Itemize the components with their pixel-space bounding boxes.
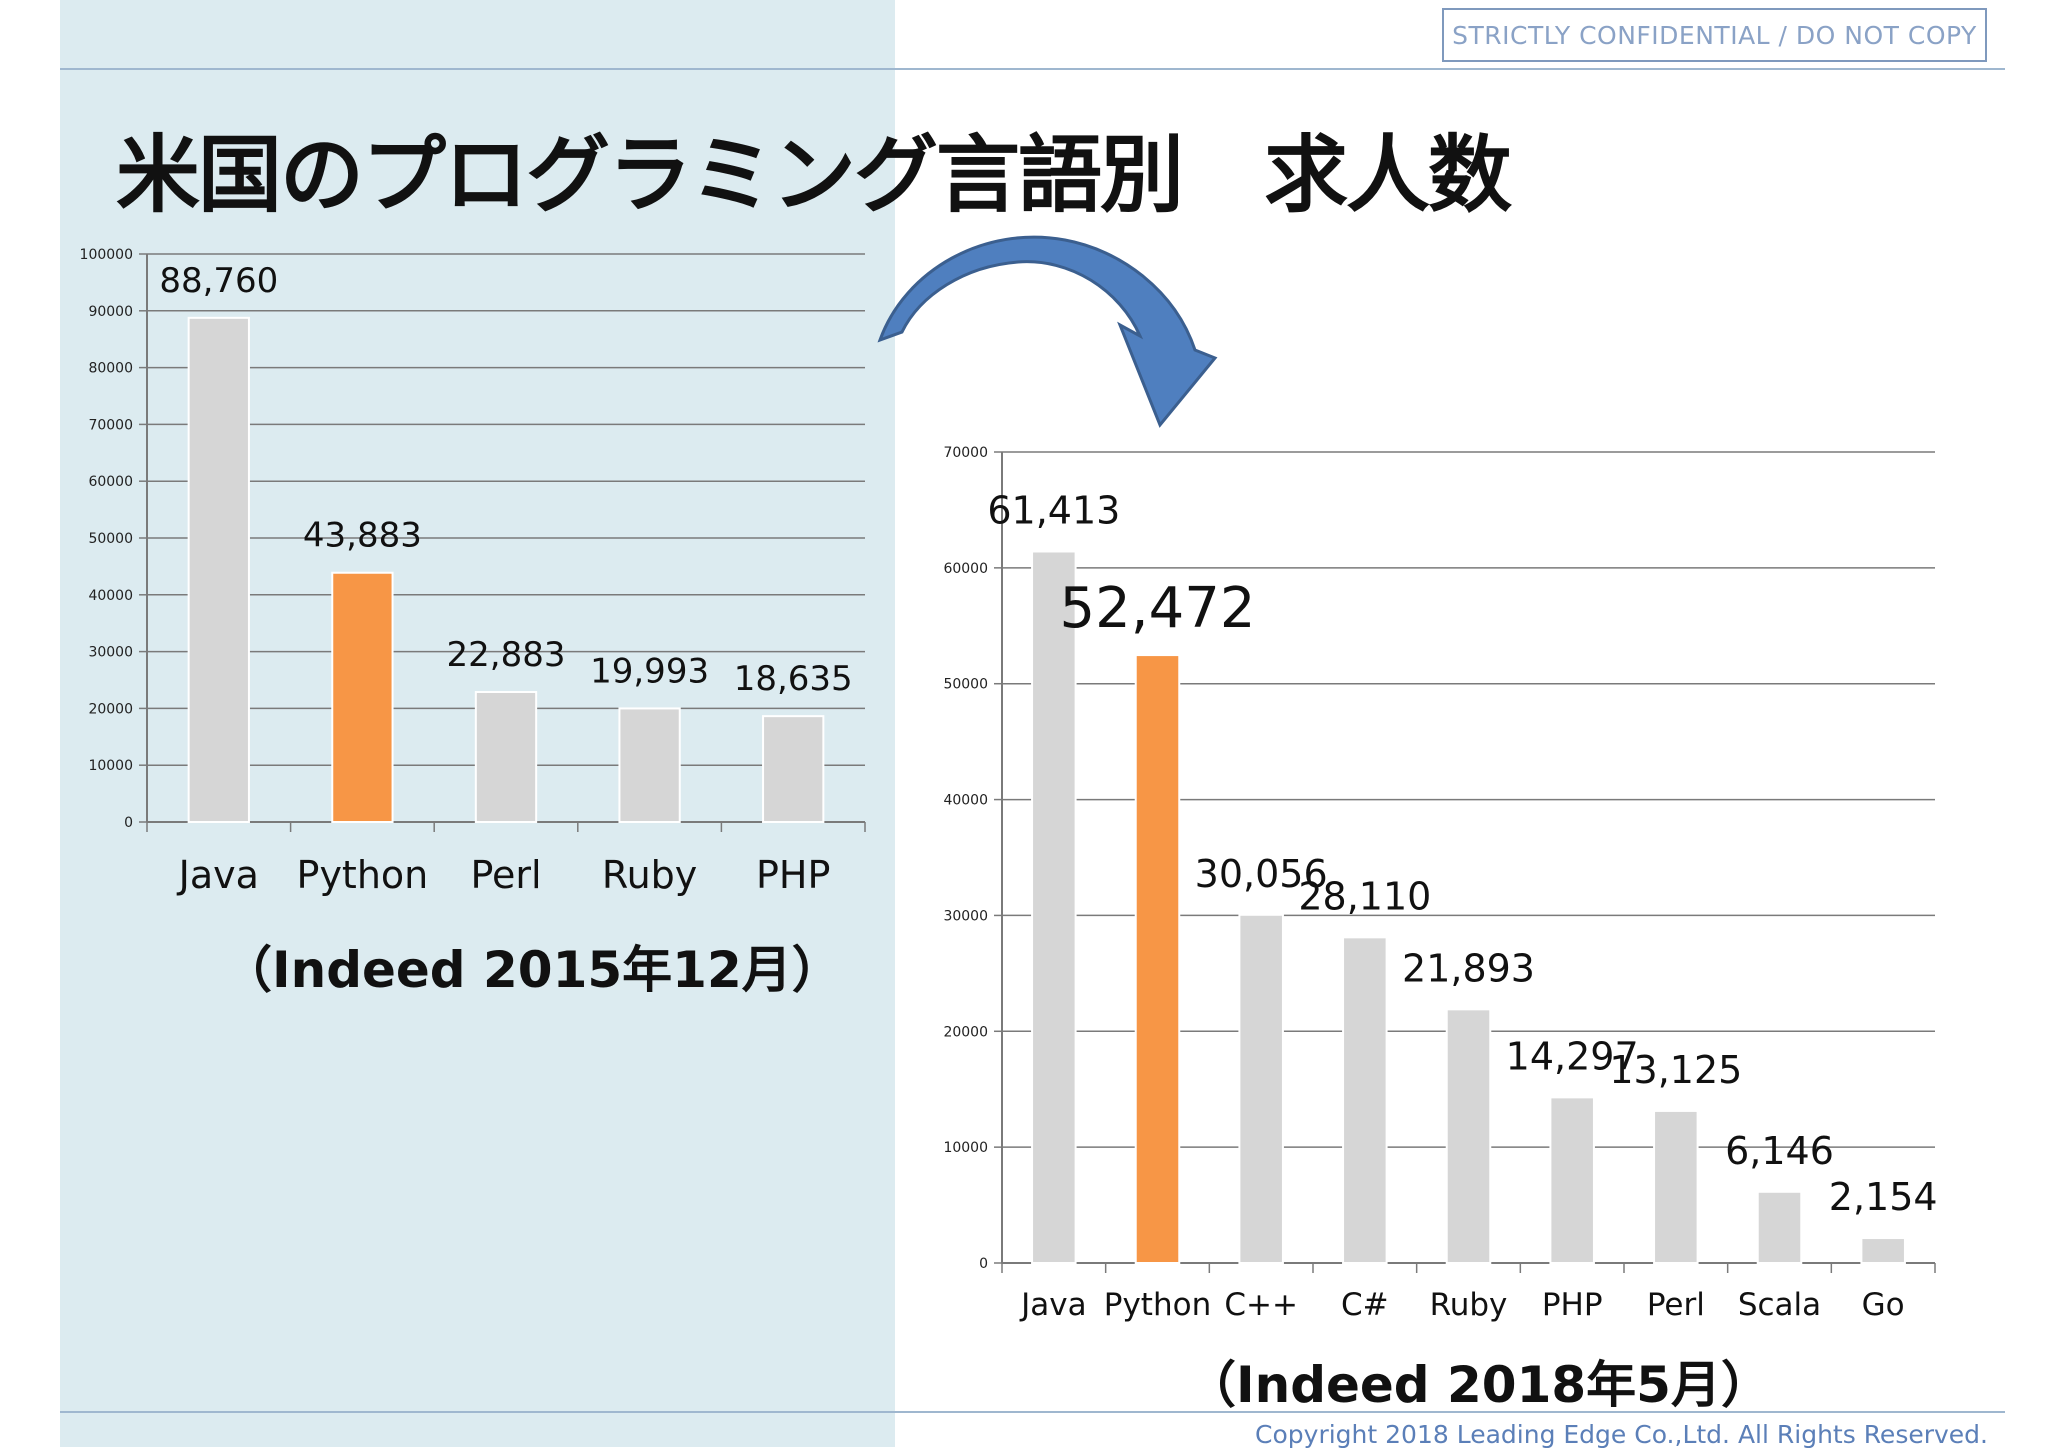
x-tick-label: Java [1019,1287,1086,1323]
y-tick-label: 70000 [943,445,988,461]
data-label: 14,297 [1506,1034,1639,1078]
data-label: 61,413 [987,488,1120,532]
y-tick-label: 40000 [943,793,988,809]
bar-perl [1653,1109,1699,1264]
x-tick-label: C# [1341,1287,1389,1323]
header-divider [60,68,2005,70]
page-title: 米国のプログラミング言語別 求人数 [116,126,1512,224]
y-tick-label: 20000 [943,1024,988,1040]
y-tick-label: 30000 [943,908,988,924]
data-label: 6,146 [1725,1129,1834,1173]
bar-csharp [1342,936,1388,1264]
bar-cpp [1238,913,1284,1264]
data-label: 28,110 [1298,874,1431,918]
bar-php [1549,1096,1595,1264]
caption-2015: （Indeed 2015年12月） [222,941,842,999]
curved-arrow-icon [877,235,1218,428]
confidential-badge: STRICTLY CONFIDENTIAL / DO NOT COPY [1442,8,1987,62]
x-tick-label: Python [1104,1287,1211,1323]
y-tick-label: 10000 [943,1140,988,1156]
bar-python [1134,654,1181,1264]
x-tick-label: Ruby [1430,1287,1508,1323]
data-label: 2,154 [1829,1175,1938,1219]
x-tick-label: PHP [1542,1287,1603,1323]
x-tick-label: Perl [1647,1287,1705,1323]
x-tick-label: C++ [1224,1287,1298,1323]
bar-go [1860,1237,1906,1264]
copyright-text: Copyright 2018 Leading Edge Co.,Ltd. All… [1255,1420,1988,1449]
bar-scala [1756,1190,1803,1264]
y-tick-label: 0 [979,1256,988,1272]
caption-2018: （Indeed 2018年5月） [1186,1356,1771,1414]
footer-divider [60,1411,2005,1413]
data-label: 30,056 [1195,852,1328,896]
y-tick-label: 50000 [943,677,988,693]
bar-java [1031,550,1077,1264]
data-label: 52,472 [1060,576,1256,641]
data-label: 13,125 [1609,1048,1742,1092]
bar-ruby [1445,1008,1492,1264]
x-tick-label: Scala [1738,1287,1821,1323]
data-label: 21,893 [1402,946,1535,990]
y-tick-label: 60000 [943,561,988,577]
x-tick-label: Go [1862,1287,1905,1323]
